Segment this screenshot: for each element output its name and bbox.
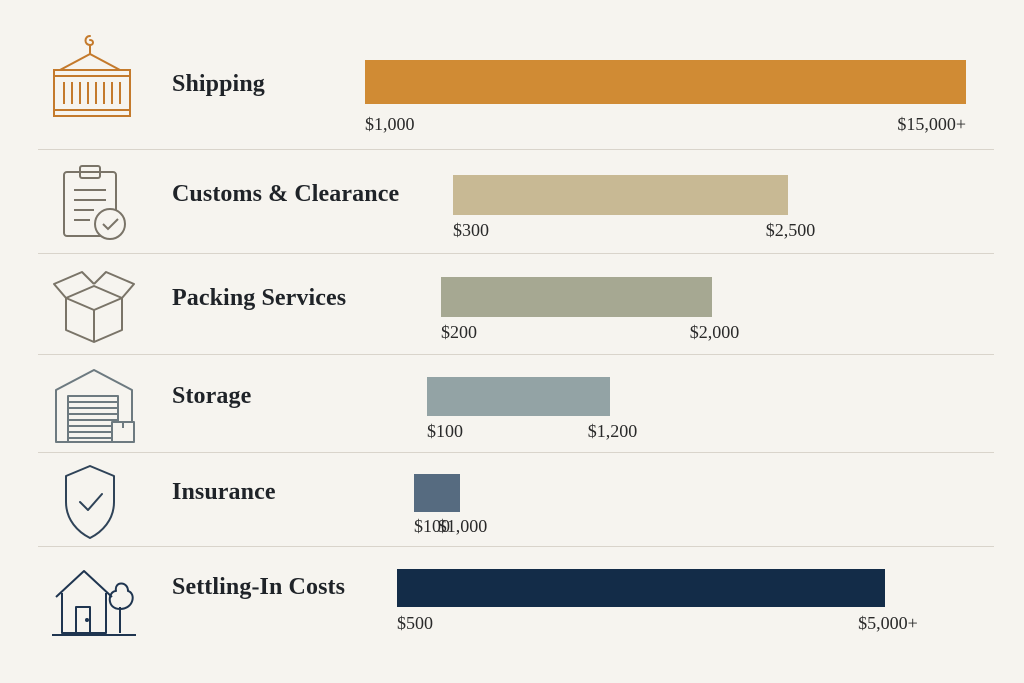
low-label-settling-in-costs: $500 — [397, 613, 433, 633]
bar-customs-and-clearance — [453, 175, 788, 215]
category-label-settling-in-costs: Settling-In Costs — [172, 574, 346, 600]
row-divider — [38, 452, 994, 453]
high-label-customs-and-clearance: $2,500 — [765, 220, 816, 240]
shipping-container-icon — [50, 32, 140, 122]
house-tree-icon — [50, 553, 140, 643]
category-label-storage: Storage — [172, 383, 252, 409]
category-label-shipping: Shipping — [172, 71, 265, 97]
category-label-packing-services: Packing Services — [172, 285, 347, 311]
row-divider — [38, 149, 994, 150]
high-label-storage: $1,200 — [587, 421, 638, 441]
category-label-customs-and-clearance: Customs & Clearance — [172, 181, 400, 207]
high-label-settling-in-costs: $5,000+ — [858, 613, 918, 633]
bar-shipping — [365, 60, 966, 104]
bar-packing-services — [441, 277, 712, 317]
high-label-packing-services: $2,000 — [689, 322, 740, 342]
category-label-insurance: Insurance — [172, 479, 276, 505]
clipboard-check-icon — [50, 158, 140, 248]
row-divider — [38, 546, 994, 547]
storage-garage-icon — [50, 358, 140, 448]
row-divider — [38, 354, 994, 355]
bar-settling-in-costs — [397, 569, 885, 607]
low-label-customs-and-clearance: $300 — [453, 220, 489, 240]
open-box-icon — [50, 258, 140, 348]
high-label-insurance: $1,000 — [437, 516, 488, 536]
bar-storage — [427, 377, 610, 416]
low-label-insurance: $100 — [414, 516, 450, 536]
bar-insurance — [414, 474, 460, 512]
high-label-shipping: $15,000+ — [897, 114, 966, 134]
low-label-storage: $100 — [427, 421, 463, 441]
low-label-shipping: $1,000 — [365, 114, 415, 134]
low-label-packing-services: $200 — [441, 322, 477, 342]
row-divider — [38, 253, 994, 254]
shield-check-icon — [50, 458, 140, 548]
